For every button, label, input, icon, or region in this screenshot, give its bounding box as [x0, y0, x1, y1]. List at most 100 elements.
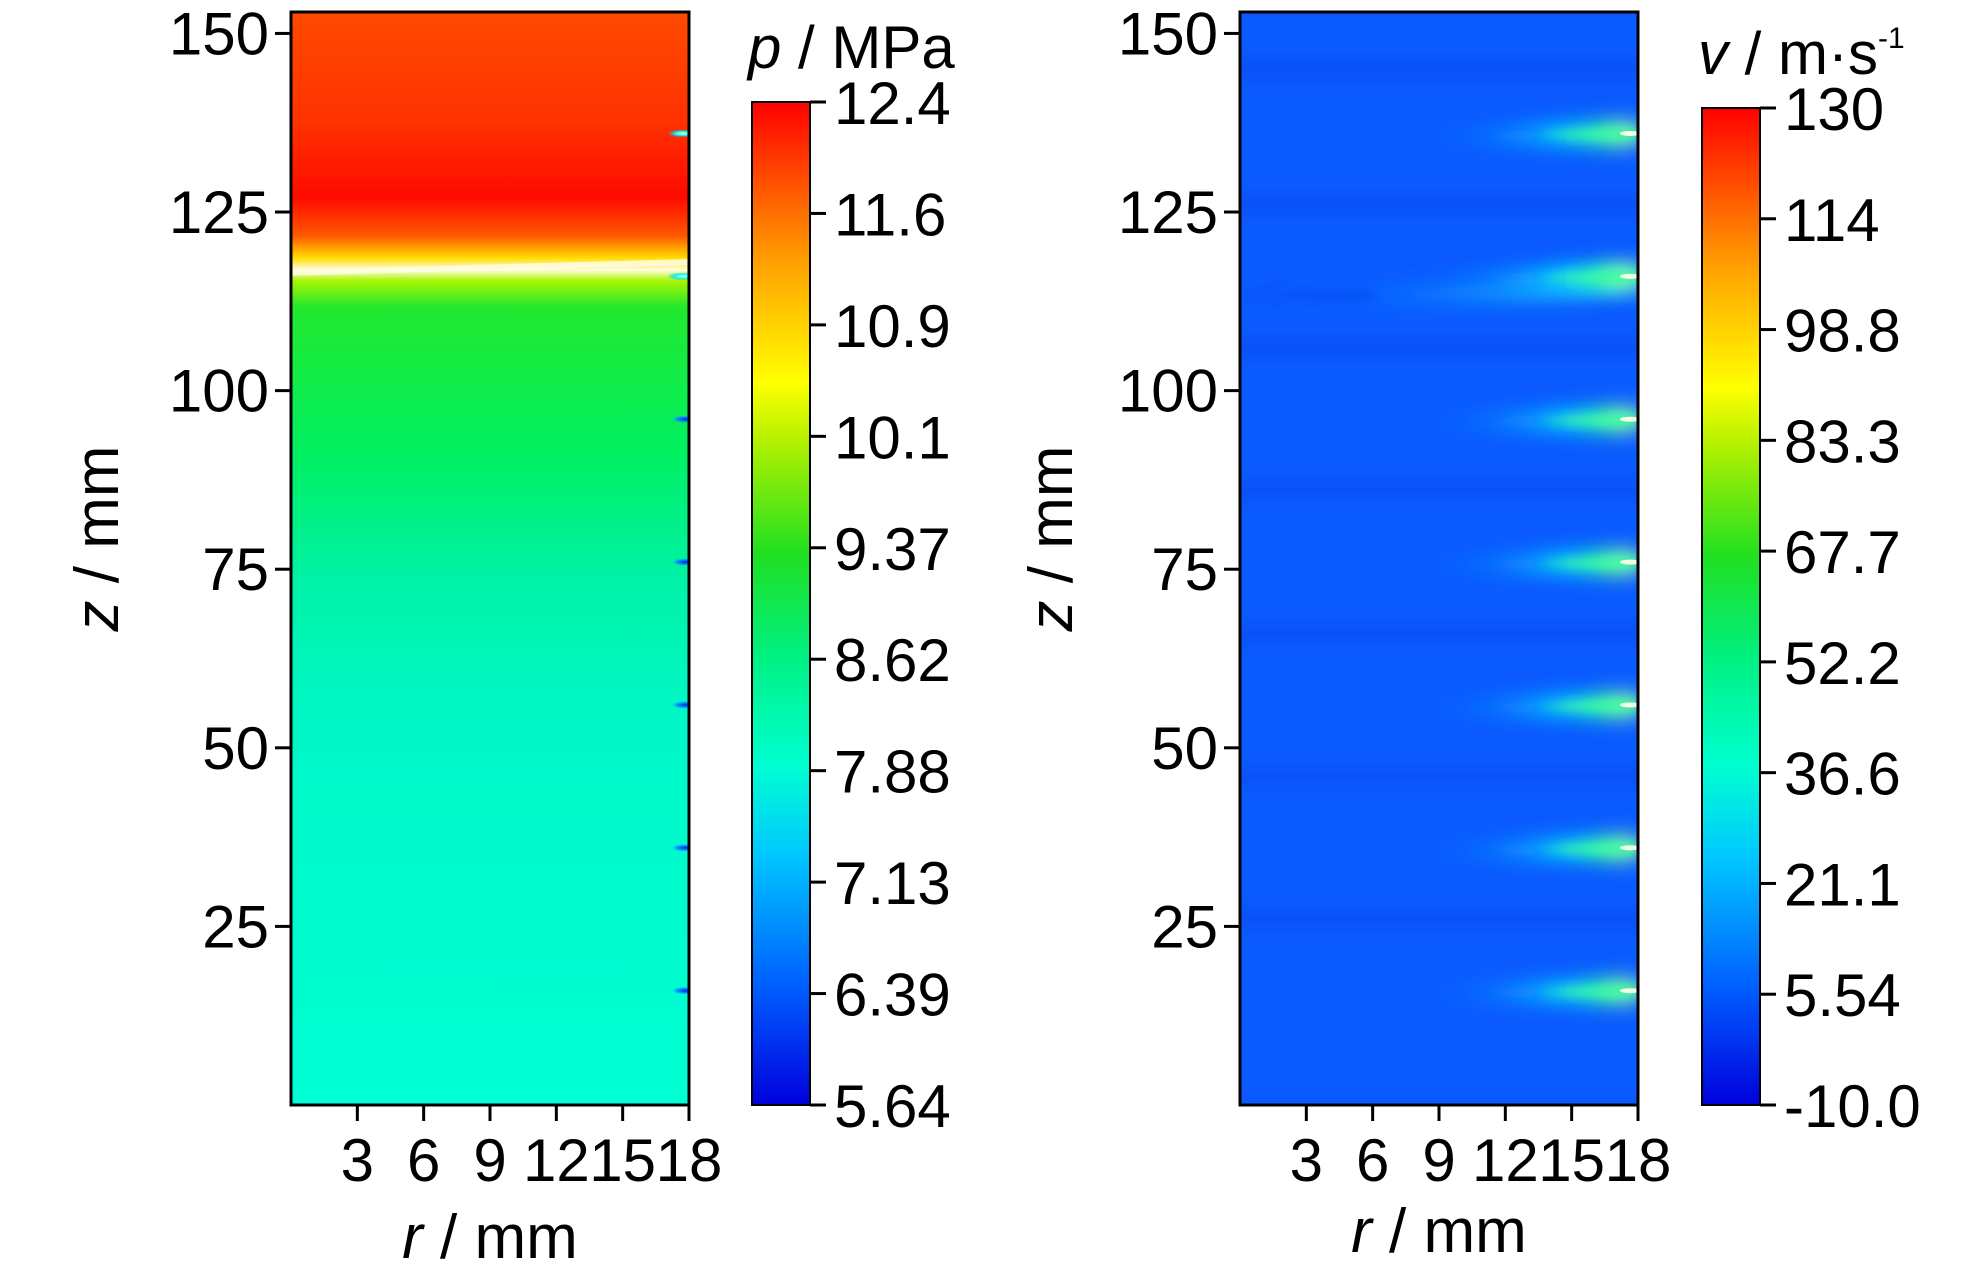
x-tick-label: 12	[523, 1127, 590, 1194]
colorbar-var: p	[746, 14, 781, 81]
colorbar-var: v	[1698, 20, 1731, 87]
wall-feature	[671, 558, 689, 567]
x-tick-label: 18	[1605, 1127, 1672, 1194]
wall-jet	[1394, 119, 1638, 148]
flow-band	[1240, 51, 1638, 88]
y-tick-label: 25	[202, 893, 269, 960]
wall-jet-core	[1538, 413, 1638, 426]
colorbar-tick-label: 8.62	[834, 627, 951, 694]
y-tick-label: 100	[169, 358, 269, 425]
colorbar-tick-label: 21.1	[1784, 851, 1901, 918]
colorbar-unit: / m·s	[1728, 20, 1878, 87]
x-tick-label: 12	[1472, 1127, 1539, 1194]
wall-feature	[667, 129, 689, 138]
x-tick-label: 9	[473, 1127, 506, 1194]
y-tick-label: 75	[202, 536, 269, 603]
x-axis-label: r / mm	[402, 1203, 578, 1272]
wall-jet	[1394, 976, 1638, 1005]
x-tick-label: 15	[589, 1127, 656, 1194]
wall-jet-core	[1538, 270, 1638, 283]
colorbar-gradient	[1701, 107, 1761, 1106]
colorbar-unit: / MPa	[781, 14, 955, 81]
flow-band	[1240, 472, 1638, 509]
colorbar-tick-label: 52.2	[1784, 630, 1901, 697]
pressure-field-fill	[291, 12, 689, 1105]
y-tick-label: 50	[1151, 715, 1218, 782]
y-tick-label: 100	[1118, 358, 1218, 425]
y-tick-label: 25	[1151, 893, 1218, 960]
jet-wake-tip	[1240, 292, 1373, 299]
colorbar-tick-label: 10.1	[834, 404, 951, 471]
wall-jet-peak	[1620, 130, 1638, 136]
colorbar-title: v / m·s-1	[1698, 20, 1905, 87]
wall-jet-core	[1538, 984, 1638, 997]
x-tick-label: 3	[341, 1127, 374, 1194]
x-axis-var: r	[1351, 1197, 1374, 1266]
y-axis-unit: / mm	[63, 446, 132, 601]
colorbar-gradient	[751, 101, 811, 1106]
wall-feature	[671, 415, 689, 424]
wall-jet-core	[1538, 556, 1638, 569]
colorbar-title: p / MPa	[746, 14, 955, 81]
colorbar: 5.64 6.39 7.13 7.88 8.62 9.37 10.1 10.9 11.6 12.4…	[746, 14, 955, 1140]
y-axis-var: z	[1017, 600, 1086, 632]
x-axis-label: r / mm	[1351, 1197, 1527, 1266]
x-tick-label: 15	[1538, 1127, 1605, 1194]
x-tick-label: 6	[407, 1127, 440, 1194]
colorbar-tick-label: -10.0	[1784, 1073, 1921, 1140]
y-tick-label: 50	[202, 715, 269, 782]
y-axis-unit: / mm	[1017, 446, 1086, 601]
colorbar-tick-label: 11.6	[834, 181, 946, 248]
wall-jet	[1394, 690, 1638, 719]
wall-jet	[1394, 405, 1638, 434]
wall-jet-peak	[1620, 416, 1638, 422]
wall-jet	[1394, 833, 1638, 862]
y-tick-label: 150	[1118, 0, 1218, 67]
x-tick-label: 9	[1422, 1127, 1455, 1194]
wall-jet-peak	[1620, 559, 1638, 565]
colorbar-tick-label: 7.13	[834, 850, 951, 917]
y-tick-label: 125	[169, 179, 269, 246]
y-tick-label: 150	[169, 0, 269, 67]
flow-band	[1240, 615, 1638, 652]
wall-jet-core	[1538, 127, 1638, 140]
x-axis-var: r	[402, 1203, 425, 1272]
colorbar-tick-label: 114	[1784, 187, 1880, 254]
x-axis-unit: / mm	[423, 1203, 578, 1272]
y-axis-label: z / mm	[63, 446, 132, 633]
colorbar-tick-label: 10.9	[834, 293, 951, 360]
flow-band	[1240, 901, 1638, 938]
wall-jet-peak	[1620, 702, 1638, 708]
wall-jet-peak	[1620, 988, 1638, 994]
wall-jet	[1394, 262, 1638, 291]
wall-jet-peak	[1620, 273, 1638, 279]
y-tick-label: 125	[1118, 179, 1218, 246]
wall-jet-core	[1538, 841, 1638, 854]
y-axis-label: z / mm	[1017, 446, 1086, 633]
y-axis-var: z	[63, 600, 132, 632]
heatmap-field	[1240, 12, 1638, 1105]
wall-jet-peak	[1620, 845, 1638, 851]
colorbar-tick-label: 98.8	[1784, 298, 1901, 365]
colorbar-tick-label: 5.64	[834, 1073, 951, 1140]
x-tick-label: 3	[1290, 1127, 1323, 1194]
colorbar-tick-label: 7.88	[834, 739, 951, 806]
heatmap-field	[291, 12, 689, 1105]
colorbar-tick-label: 36.6	[1784, 741, 1901, 808]
colorbar-tick-label: 83.3	[1784, 408, 1901, 475]
colorbar-tick-label: 12.4	[834, 70, 951, 137]
colorbar-tick-label: 67.7	[1784, 519, 1901, 586]
colorbar: -10.05.5421.136.652.267.783.398.8114130v…	[1698, 20, 1921, 1140]
colorbar-tick-label: 9.37	[834, 516, 951, 583]
x-tick-label: 18	[656, 1127, 723, 1194]
jet-wake	[1240, 266, 1638, 302]
wall-feature	[671, 986, 689, 995]
colorbar-tick-label: 130	[1784, 76, 1884, 143]
x-tick-label: 6	[1356, 1127, 1389, 1194]
interface-line	[291, 259, 689, 276]
colorbar-tick-label: 5.54	[1784, 962, 1901, 1029]
flow-band	[1240, 758, 1638, 795]
wall-jet-core	[1538, 698, 1638, 711]
